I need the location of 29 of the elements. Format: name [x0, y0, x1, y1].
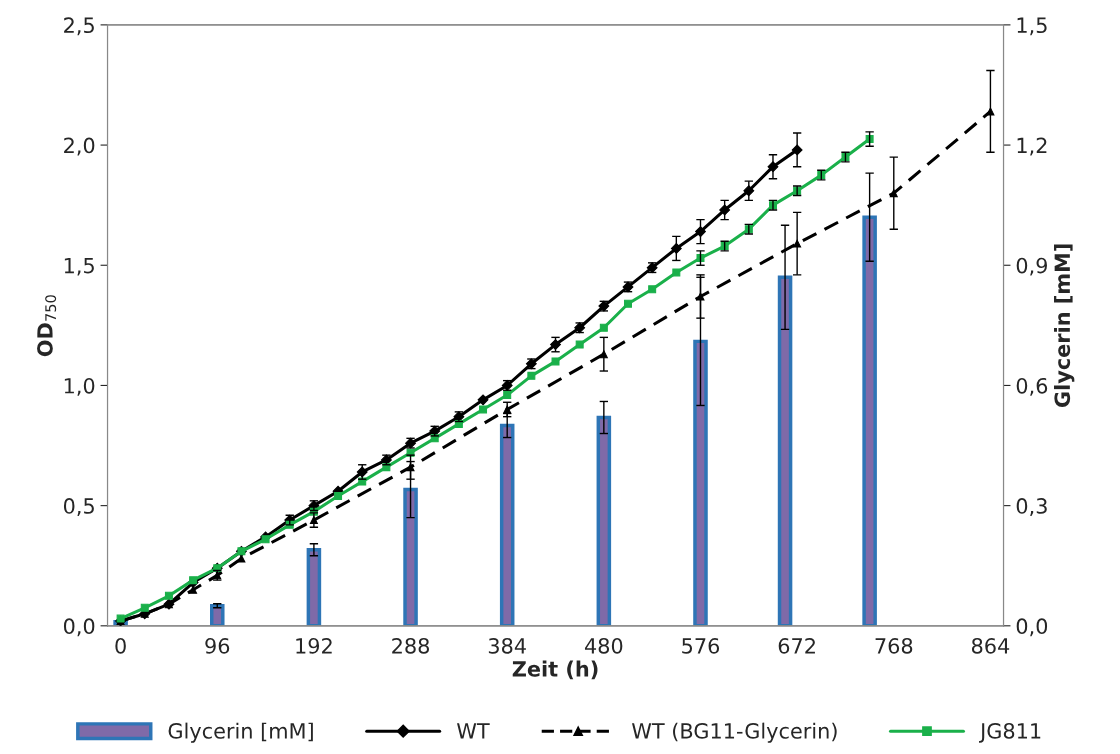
legend-label: Glycerin [mM]	[168, 722, 313, 743]
legend-label: JG811	[979, 723, 1041, 743]
x-tick-label: 768	[875, 637, 913, 654]
y-tick-label: 0,0	[63, 618, 95, 637]
y-tick-label: 2,5	[64, 17, 94, 36]
y-tick-label: 1,0	[64, 377, 95, 396]
y2-tick-label: 0,9	[1016, 257, 1047, 276]
x-tick-label: 0	[115, 637, 126, 654]
y2-tick-label: 1,2	[1017, 137, 1047, 156]
y2-tick-label: 0,6	[1016, 377, 1048, 396]
y-tick-label: 2,0	[64, 137, 95, 156]
x-tick-label: 576	[682, 637, 720, 654]
x-tick-label: 480	[584, 637, 623, 654]
x-axis-title: Zeit (h)	[512, 660, 598, 680]
x-tick-label: 288	[392, 637, 430, 654]
y-tick-label: 0,5	[63, 498, 94, 516]
y-tick-label: 1,5	[64, 257, 94, 276]
y2-tick-label: 1,5	[1017, 17, 1047, 36]
x-tick-label: 192	[296, 637, 332, 654]
x-tick-label: 96	[205, 637, 230, 654]
legend-label: WT (BG11-Glycerin)	[632, 722, 837, 743]
legend-label: WT	[457, 723, 490, 739]
y2-tick-label: 0,3	[1016, 498, 1047, 516]
x-tick-label: 384	[488, 637, 526, 654]
y-axis-title: OD$_{750}$	[37, 295, 57, 357]
x-tick-label: 672	[778, 637, 815, 654]
y2-tick-label: 0,0	[1016, 618, 1048, 637]
y2-axis-title: Glycerin [mM]	[1054, 244, 1075, 407]
x-tick-label: 864	[971, 637, 1010, 654]
